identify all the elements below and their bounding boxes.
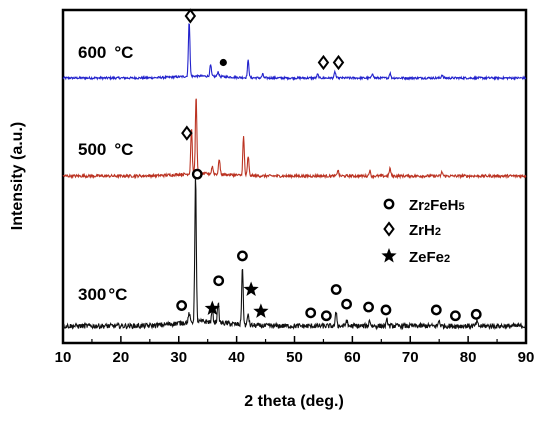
zr2feh5-marker bbox=[237, 250, 248, 262]
legend-text-part: ZeFe bbox=[409, 249, 444, 266]
legend-label: ZrH2 bbox=[409, 222, 441, 239]
x-tick-label: 90 bbox=[518, 349, 535, 366]
series-label-unit: °C bbox=[108, 285, 127, 304]
zrh2-marker bbox=[332, 54, 345, 71]
legend-subscript: 2 bbox=[444, 253, 450, 265]
zefe2-marker bbox=[253, 303, 269, 318]
x-tick-label: 10 bbox=[55, 349, 72, 366]
zr2feh5-marker bbox=[470, 308, 482, 320]
zr2feh5-marker bbox=[320, 310, 332, 322]
legend-label: Zr2FeH5 bbox=[409, 197, 465, 214]
legend-text-part: Zr bbox=[409, 197, 424, 214]
phase-dot-marker bbox=[219, 58, 227, 67]
y-axis-title: Intensity (a.u.) bbox=[9, 122, 26, 230]
zr2feh5-marker bbox=[341, 298, 352, 310]
x-axis: 10 20 30 40 50 60 70 80 90 bbox=[55, 336, 535, 366]
legend-subscript: 2 bbox=[435, 226, 441, 238]
zrh2-marker bbox=[383, 221, 395, 237]
zr2feh5-marker bbox=[380, 304, 392, 316]
series-label-unit: °C bbox=[114, 140, 133, 159]
zr2feh5-marker bbox=[176, 300, 188, 311]
x-tick-label: 80 bbox=[460, 349, 477, 366]
series-label-300: 300 °C bbox=[78, 285, 127, 304]
series-label-value: 300 bbox=[78, 285, 106, 304]
zr2feh5-marker bbox=[330, 284, 342, 295]
series-label-600: 600 °C bbox=[78, 43, 133, 62]
legend-label: ZeFe2 bbox=[409, 249, 450, 266]
series-line-500 bbox=[62, 98, 527, 180]
zrh2-marker bbox=[317, 54, 330, 71]
zrh2-marker bbox=[181, 125, 193, 141]
zr2feh5-marker bbox=[363, 301, 374, 313]
x-tick-label: 70 bbox=[402, 349, 419, 366]
x-tick-label: 40 bbox=[228, 349, 245, 366]
zefe2-marker bbox=[204, 300, 220, 315]
series-label-value: 500 bbox=[78, 140, 106, 159]
legend-subscript: 2 bbox=[424, 201, 430, 213]
x-tick-label: 50 bbox=[286, 349, 303, 366]
legend-subscript: 5 bbox=[458, 201, 464, 213]
zr2feh5-marker bbox=[191, 168, 203, 180]
series-label-value: 600 bbox=[78, 43, 106, 62]
series-line-300 bbox=[62, 176, 527, 331]
zr2feh5-marker bbox=[449, 310, 461, 322]
x-tick-label: 60 bbox=[344, 349, 361, 366]
zrh2-marker bbox=[184, 8, 197, 24]
zr2feh5-marker bbox=[305, 307, 317, 319]
legend-text-part: FeH bbox=[430, 197, 458, 214]
x-tick-label: 30 bbox=[170, 349, 187, 366]
series-label-unit: °C bbox=[114, 43, 133, 62]
series-line-600 bbox=[62, 23, 527, 81]
zefe2-marker bbox=[243, 281, 259, 296]
zr2feh5-marker bbox=[430, 304, 442, 316]
legend-text-part: ZrH bbox=[409, 222, 435, 239]
series-layer bbox=[62, 23, 527, 331]
x-tick-label: 20 bbox=[113, 349, 130, 366]
zr2feh5-marker bbox=[383, 198, 395, 210]
zr2feh5-marker bbox=[213, 275, 225, 287]
zefe2-marker bbox=[381, 248, 397, 263]
series-label-500: 500 °C bbox=[78, 140, 133, 159]
x-axis-title: 2 theta (deg.) bbox=[244, 393, 344, 410]
marker-layer bbox=[176, 8, 482, 322]
